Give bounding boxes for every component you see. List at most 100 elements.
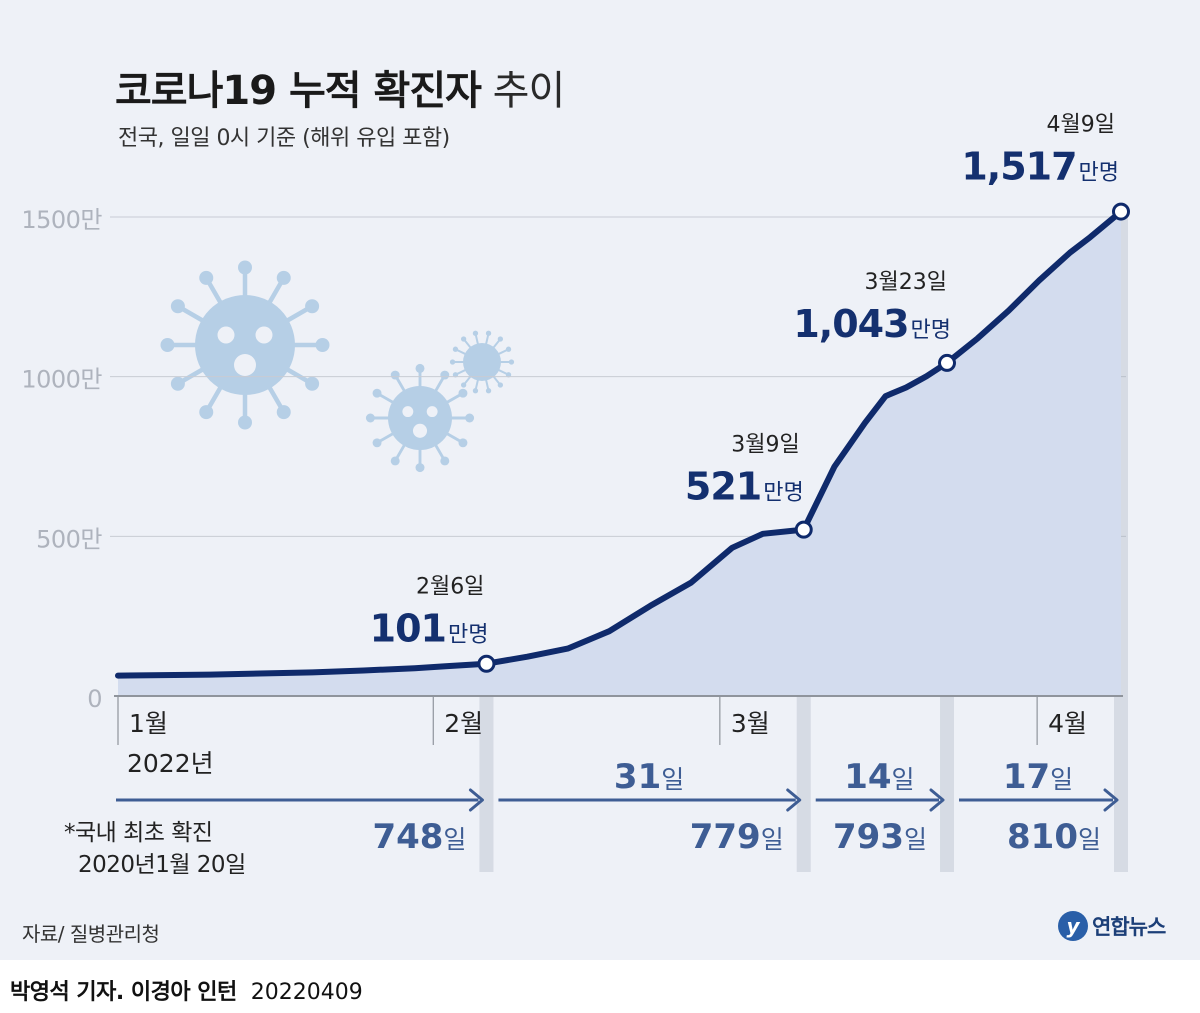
drop-band — [479, 663, 494, 872]
y-tick-label: 1500만 — [21, 206, 102, 234]
year-label: 2022년 — [127, 749, 214, 778]
callout-unit: 만명 — [1079, 161, 1119, 186]
highlight-point — [477, 654, 496, 673]
highlight-point — [938, 353, 957, 372]
callout-date: 4월9일 — [1047, 113, 1115, 138]
y-tick-label: 0 — [87, 685, 102, 713]
virus-spike-tip — [440, 370, 450, 380]
virus-spike-tip — [199, 405, 214, 420]
highlight-point — [1112, 202, 1130, 221]
page-title: 코로나19 누적 확진자 추이 — [115, 58, 565, 116]
callout-number: 521 — [685, 465, 761, 509]
callout-number: 101 — [370, 607, 446, 651]
interval-days: 17일 — [1003, 757, 1073, 797]
callout-value: 101만명 — [370, 607, 489, 651]
callout-unit: 만명 — [911, 318, 951, 343]
callout-number: 1,043 — [793, 302, 908, 346]
interval-days: 31일 — [614, 757, 684, 797]
logo-text: 연합뉴스 — [1092, 915, 1166, 939]
virus-spike-tip — [485, 330, 492, 336]
cumulative-days: 748일 — [372, 817, 466, 857]
virus-mouth — [412, 423, 428, 438]
month-label: 4월 — [1048, 709, 1087, 738]
virus-icon — [449, 330, 515, 394]
logo-mark-icon: y — [1058, 911, 1088, 941]
virus-spike-tip — [276, 270, 291, 285]
virus-icon — [160, 260, 330, 430]
virus-spike-tip — [458, 438, 468, 448]
virus-spike-tip — [452, 372, 459, 378]
interval-days: 14일 — [844, 757, 914, 797]
virus-spike-tip — [276, 405, 291, 420]
y-tick-label: 500만 — [36, 525, 102, 553]
virus-spike-tip — [458, 388, 468, 398]
cumulative-days-unit: 일 — [761, 825, 784, 854]
virus-spike-tip — [497, 336, 504, 342]
callout-date: 3월9일 — [731, 433, 799, 458]
interval-days-number: 17 — [1003, 757, 1050, 797]
callout-unit: 만명 — [448, 623, 488, 648]
virus-spike-tip — [440, 456, 450, 466]
virus-spike-tip — [472, 330, 479, 336]
virus-spike-tip — [460, 336, 467, 342]
virus-spike-tip — [238, 415, 252, 430]
virus-spike-tip — [460, 382, 467, 388]
footnote-line-2: 2020년1월 20일 — [78, 852, 246, 878]
virus-decoration — [160, 260, 515, 473]
interval-days-number: 31 — [614, 757, 661, 797]
interval-days-unit: 일 — [892, 765, 915, 794]
virus-spike-tip — [415, 363, 425, 373]
virus-eye — [217, 326, 235, 344]
virus-spike-tip — [485, 388, 492, 394]
highlight-callouts: 2월6일101만명3월9일521만명3월23일1,043만명4월9일1,517만… — [370, 113, 1119, 651]
month-label: 1월 — [129, 709, 168, 738]
callout-date: 3월23일 — [865, 270, 947, 295]
arrowhead-icon — [468, 788, 484, 812]
virus-spike-tip — [365, 413, 375, 423]
cumulative-days: 793일 — [833, 817, 927, 857]
virus-spike-tip — [305, 376, 320, 391]
virus-body — [195, 295, 295, 395]
virus-spike-tip — [497, 382, 504, 388]
virus-eye — [255, 326, 273, 344]
cumulative-days-unit: 일 — [1078, 825, 1101, 854]
virus-spike-tip — [372, 438, 382, 448]
cumulative-days: 810일 — [1007, 817, 1101, 857]
arrowhead-icon — [1103, 788, 1119, 812]
virus-body — [463, 343, 501, 381]
virus-spike-tip — [315, 338, 330, 352]
callout-date: 2월6일 — [416, 575, 484, 600]
cumulative-days-number: 810 — [1007, 817, 1078, 857]
subtitle: 전국, 일일 0시 기준 (해위 유입 포함) — [118, 126, 450, 151]
cumulative-days: 779일 — [690, 817, 784, 857]
virus-spike-tip — [452, 346, 459, 352]
x-axis: 1월 2월 3월 4월 2022년 — [114, 695, 1123, 778]
cumulative-days-number: 793 — [833, 817, 904, 857]
virus-mouth — [234, 354, 256, 376]
virus-spike-tip — [449, 359, 456, 365]
highlight-points — [477, 202, 1130, 673]
callout-unit: 만명 — [763, 481, 803, 506]
source-credit: 자료/ 질병관리청 — [22, 922, 160, 946]
byline: 박영석 기자. 이경아 인턴 20220409 — [10, 974, 363, 1006]
cumulative-days-unit: 일 — [443, 825, 466, 854]
arrowhead-icon — [786, 788, 802, 812]
interval-days-unit: 일 — [661, 765, 684, 794]
interval-days-unit: 일 — [1050, 765, 1073, 794]
virus-spike-tip — [238, 260, 252, 275]
cases-area — [118, 211, 1121, 696]
virus-spike-tip — [305, 299, 320, 314]
virus-spike-tip — [505, 346, 512, 352]
callout-value: 521만명 — [685, 465, 804, 509]
byline-date: 20220409 — [250, 980, 363, 1005]
infographic-panel: 코로나19 누적 확진자 추이 전국, 일일 0시 기준 (해위 유입 포함) … — [0, 0, 1200, 960]
arrowhead-icon — [929, 788, 945, 812]
byline-name: 박영석 기자. 이경아 인턴 — [10, 980, 237, 1005]
cumulative-days-number: 779 — [690, 817, 761, 857]
virus-eye — [426, 406, 438, 418]
callout-value: 1,043만명 — [793, 302, 951, 346]
virus-spike-tip — [170, 376, 185, 391]
virus-spike-tip — [390, 456, 400, 466]
month-label: 3월 — [731, 709, 770, 738]
